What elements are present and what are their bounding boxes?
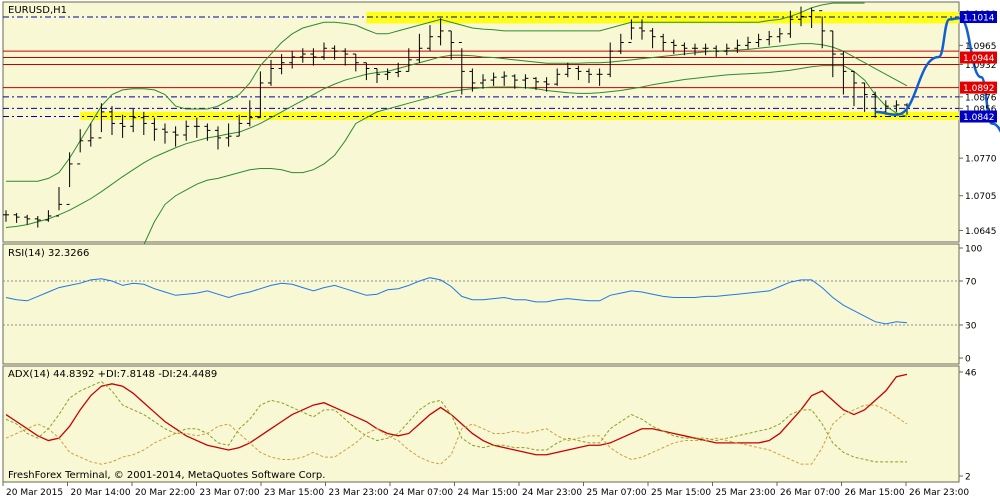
time-tick-label: 24 Mar 23:00: [522, 488, 582, 498]
bollinger-upper-line: [6, 2, 865, 182]
time-tick-label: 24 Mar 07:00: [393, 488, 453, 498]
time-tick-label: 26 Mar 23:00: [909, 488, 969, 498]
time-tick-label: 24 Mar 15:00: [458, 488, 518, 498]
plus-di-line: [5, 380, 907, 463]
price-label-box: [960, 110, 997, 123]
time-tick-label: 20 Mar 14:00: [71, 488, 131, 498]
rsi-tick-label: 70: [965, 278, 977, 288]
rsi-tick-label: 30: [965, 322, 977, 332]
bollinger-middle-line: [5, 43, 908, 229]
forecast-curve: [875, 16, 1000, 133]
adx-panel: 46 2 ADX(14) 44.8392 +DI:7.8148 -DI:24.44…: [2, 365, 977, 483]
time-tick-label: 23 Mar 15:00: [264, 488, 324, 498]
support-resistance-zone: [80, 111, 959, 120]
time-tick-label: 26 Mar 15:00: [845, 488, 905, 498]
rsi-panel: 100 70 30 0 RSI(14) 32.3266: [2, 243, 982, 365]
price-label-value: 1.1014: [963, 14, 995, 24]
time-tick-label: 25 Mar 23:00: [716, 488, 776, 498]
adx-tick-label: 46: [965, 369, 977, 379]
rsi-panel-background: [2, 243, 960, 365]
price-tick-label: 1.0965: [965, 42, 997, 52]
time-tick-label: 26 Mar 07:00: [780, 488, 840, 498]
rsi-panel-title: RSI(14) 32.3266: [8, 248, 89, 259]
price-tick-label: 1.0876: [965, 93, 997, 103]
time-tick-label: 25 Mar 07:00: [587, 488, 647, 498]
price-tick-label: 1.0932: [965, 61, 997, 71]
price-panel: 1.10201.09651.09321.08761.08561.07701.07…: [2, 1, 1000, 275]
adx-panel-title: ADX(14) 44.8392 +DI:7.8148 -DI:24.4489: [8, 369, 217, 380]
price-label-box: [960, 11, 997, 24]
price-tick-label: 1.0705: [965, 192, 997, 202]
time-tick-label: 23 Mar 07:00: [200, 488, 260, 498]
time-tick-label: 20 Mar 2015: [6, 488, 63, 498]
price-tick-label: 1.0645: [965, 227, 997, 237]
price-panel-title: EURUSD,H1: [8, 5, 67, 16]
price-label-value: 1.0892: [963, 84, 995, 94]
adx-line: [5, 373, 908, 456]
price-panel-background: [2, 1, 960, 243]
support-resistance-zone: [366, 11, 959, 24]
time-tick-label: 23 Mar 23:00: [329, 488, 389, 498]
price-label-value: 1.0944: [963, 54, 995, 64]
rsi-tick-label: 100: [965, 245, 982, 255]
bollinger-lower-line: [5, 65, 908, 275]
adx-tick-label: 2: [965, 473, 971, 483]
price-label-box: [960, 81, 997, 94]
time-axis: 20 Mar 2015 20 Mar 14:00 20 Mar 22:00 23 Ma…: [2, 482, 969, 498]
price-label-box: [960, 51, 997, 64]
adx-panel-background: [2, 365, 960, 483]
copyright-text: FreshForex Terminal, © 2001-2014, MetaQu…: [8, 470, 325, 481]
price-tick-label: 1.0856: [965, 105, 997, 115]
time-tick-label: 25 Mar 15:00: [651, 488, 711, 498]
price-tick-label: 1.0770: [965, 155, 997, 165]
rsi-line: [5, 277, 908, 325]
price-label-value: 1.0842: [963, 113, 995, 123]
minus-di-line: [5, 404, 908, 465]
rsi-tick-label: 0: [965, 355, 971, 365]
time-tick-label: 20 Mar 22:00: [135, 488, 195, 498]
